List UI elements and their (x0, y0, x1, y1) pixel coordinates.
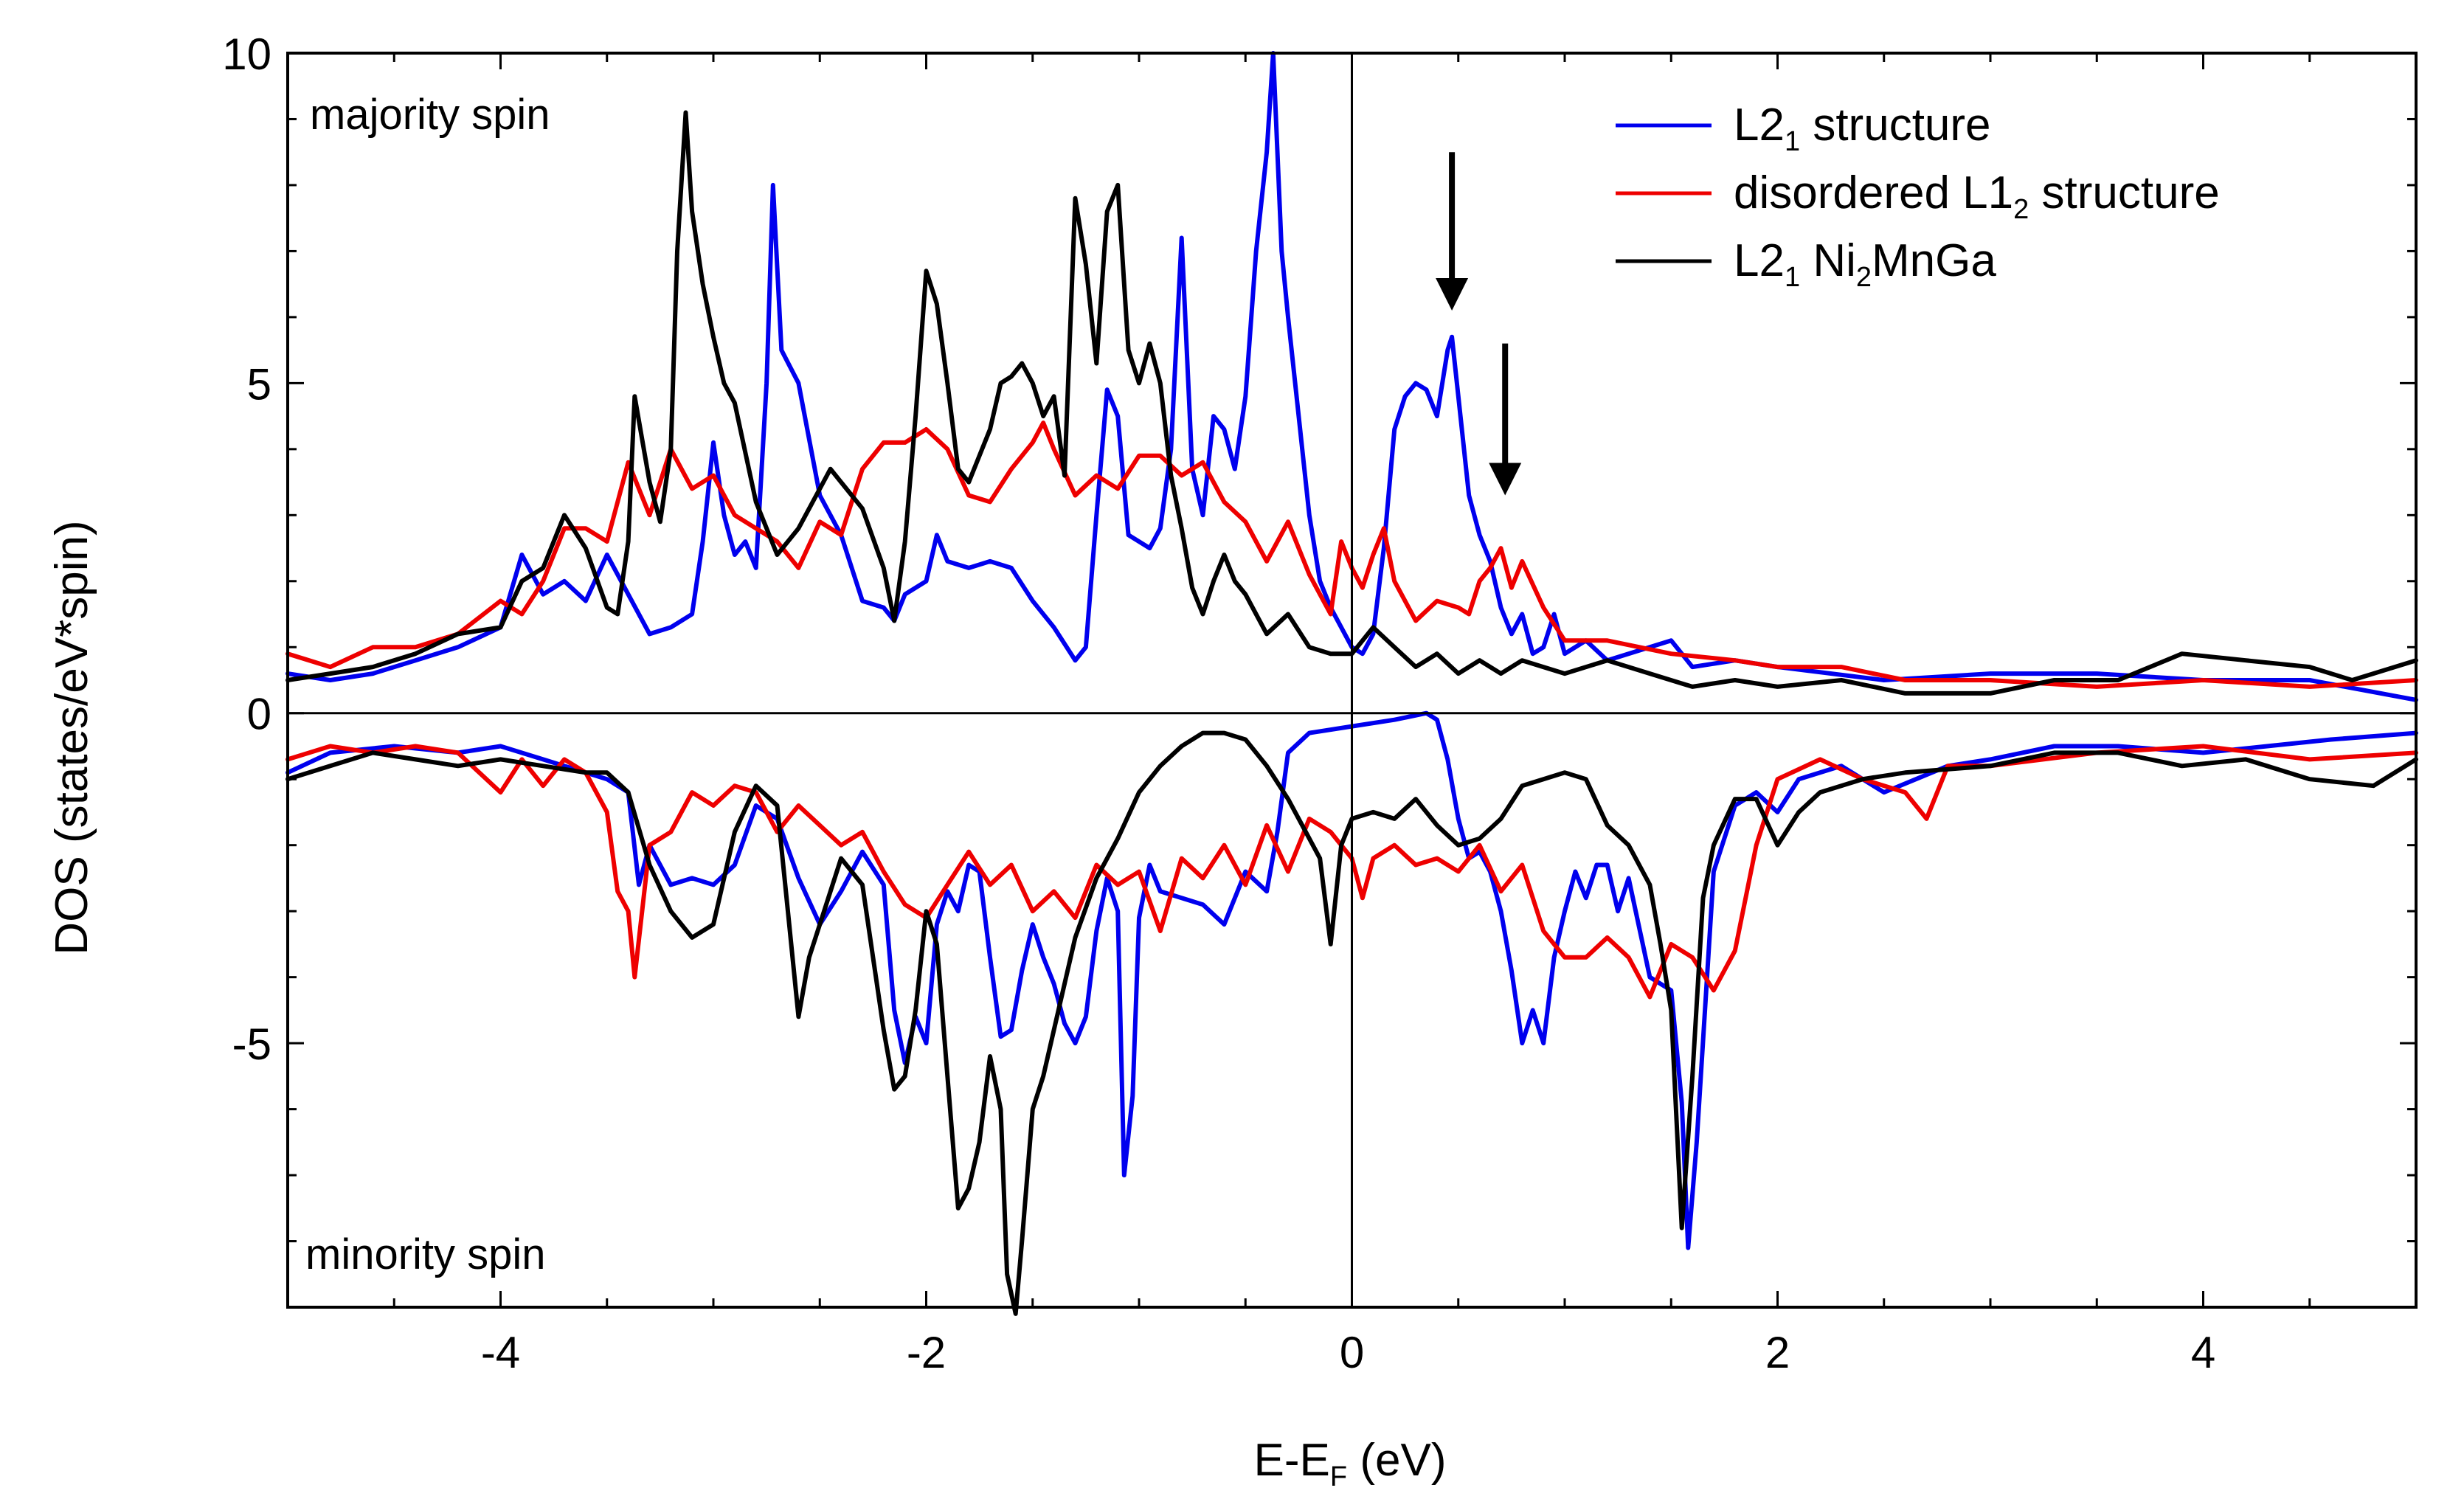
arrow-head-0 (1436, 277, 1469, 311)
series-line-1-minority (285, 744, 2418, 1000)
arrows (1436, 152, 1522, 496)
legend: L21 structure disordered L12 structure L21… (1616, 100, 2220, 293)
y-tick-label: -5 (232, 1019, 271, 1069)
x-tick-label: -2 (907, 1328, 946, 1377)
x-tick-label: 2 (1765, 1328, 1790, 1377)
series-line-2-majority (285, 110, 2418, 696)
tick-labels: -4 -2 0 2 4 -5 0 5 10 (222, 30, 2215, 1377)
annotation-majority-spin: majority spin (310, 91, 550, 139)
x-tick-label: -4 (481, 1328, 520, 1377)
x-axis-title-main: E-E (1254, 1435, 1330, 1486)
legend-label-0: L21 structure (1734, 100, 1991, 157)
series-layer (285, 51, 2418, 1316)
series-line-1-majority (285, 420, 2418, 689)
y-tick-label: 5 (247, 359, 271, 409)
y-tick-label: 10 (222, 30, 271, 79)
y-axis-title: DOS (states/eV*spin) (46, 520, 97, 955)
x-tick-label: 0 (1340, 1328, 1364, 1377)
series-line-2-minority (285, 730, 2418, 1316)
annotation-minority-spin: minority spin (305, 1230, 546, 1278)
legend-label-1: disordered L12 structure (1734, 167, 2220, 225)
x-axis-title-sub: F (1330, 1461, 1347, 1492)
legend-label-2: L21 Ni2MnGa (1734, 235, 1996, 293)
y-tick-label: 0 (247, 690, 271, 739)
x-axis-title-tail: (eV) (1347, 1435, 1446, 1486)
arrow-head-1 (1489, 463, 1522, 496)
x-axis-title: E-EF (eV) (1254, 1435, 1447, 1492)
x-tick-label: 4 (2191, 1328, 2215, 1377)
plot-frame (286, 52, 2418, 1309)
